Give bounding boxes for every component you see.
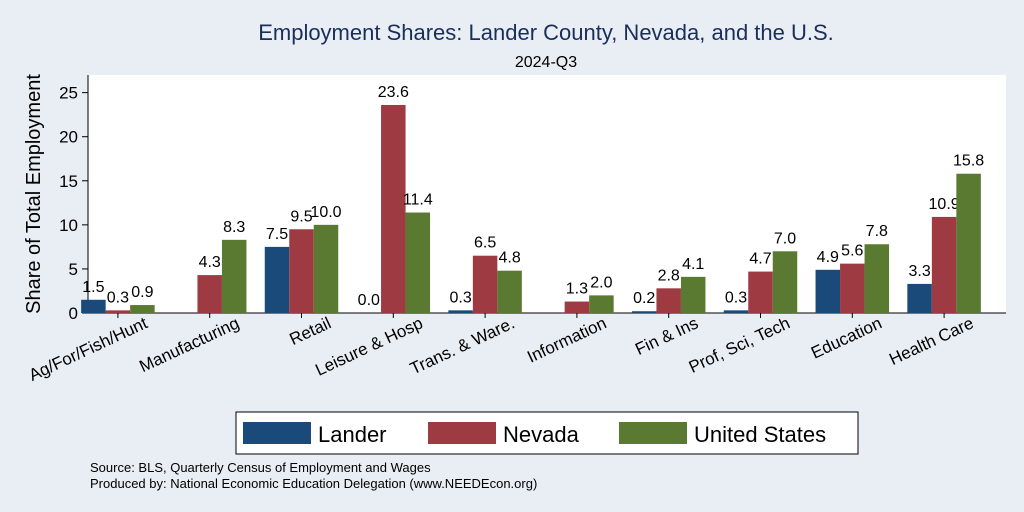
legend-box bbox=[235, 411, 859, 455]
bar-lander bbox=[815, 269, 841, 313]
source-note: Source: BLS, Quarterly Census of Employm… bbox=[90, 460, 431, 475]
bar-nevada bbox=[381, 104, 406, 313]
bar-lander bbox=[907, 283, 932, 313]
legend: Lander Nevada United States bbox=[235, 411, 859, 455]
legend-swatch-nevada bbox=[428, 422, 496, 444]
data-label: 4.7 bbox=[749, 251, 771, 268]
bar-united-states bbox=[221, 239, 247, 313]
bar-united-states bbox=[772, 251, 798, 313]
data-label: 0.2 bbox=[633, 290, 655, 307]
legend-swatch-united-states bbox=[619, 422, 687, 444]
data-label: 0.3 bbox=[725, 289, 747, 306]
data-label: 7.0 bbox=[774, 230, 796, 247]
data-label: 1.3 bbox=[566, 281, 588, 298]
chart-subtitle: 2024-Q3 bbox=[515, 54, 577, 71]
bar-nevada bbox=[656, 288, 681, 313]
data-label: 2.8 bbox=[658, 267, 680, 284]
bar-nevada bbox=[931, 216, 957, 313]
chart-title: Employment Shares: Lander County, Nevada… bbox=[258, 20, 834, 45]
data-label: 11.4 bbox=[403, 192, 433, 209]
data-label: 8.3 bbox=[223, 219, 245, 236]
data-label: 2.0 bbox=[590, 274, 612, 291]
bar-lander bbox=[723, 310, 749, 313]
data-label: 10.9 bbox=[929, 196, 960, 213]
data-label: 6.5 bbox=[474, 235, 496, 252]
bar-united-states bbox=[680, 276, 706, 313]
bar-united-states bbox=[130, 305, 155, 313]
y-tick-label: 25 bbox=[59, 84, 78, 103]
bar-nevada bbox=[289, 229, 314, 313]
data-label: 4.8 bbox=[498, 250, 520, 267]
legend-swatch-lander bbox=[243, 422, 311, 444]
legend-label: Lander bbox=[318, 422, 387, 447]
bar-lander bbox=[81, 299, 106, 313]
y-axis-label: Share of Total Employment bbox=[23, 74, 45, 314]
data-label: 0.3 bbox=[107, 289, 129, 306]
data-label: 9.5 bbox=[290, 208, 312, 225]
bar-lander bbox=[264, 246, 290, 313]
data-label: 7.8 bbox=[866, 223, 888, 240]
y-tick-label: 0 bbox=[69, 304, 78, 323]
data-label: 7.5 bbox=[266, 226, 288, 243]
data-label: 5.6 bbox=[841, 243, 863, 260]
bar-united-states bbox=[313, 224, 339, 313]
data-label: 4.9 bbox=[817, 249, 839, 266]
bar-nevada bbox=[105, 310, 131, 313]
bar-nevada bbox=[564, 301, 590, 313]
producer-note: Produced by: National Economic Education… bbox=[90, 476, 537, 491]
bar-lander bbox=[631, 311, 657, 313]
y-tick-label: 20 bbox=[59, 128, 78, 147]
data-label: 0.3 bbox=[449, 289, 471, 306]
bar-united-states bbox=[956, 173, 981, 313]
bar-united-states bbox=[864, 244, 890, 313]
bar-united-states bbox=[497, 270, 522, 313]
y-tick-label: 5 bbox=[69, 260, 78, 279]
bar-united-states bbox=[405, 212, 431, 313]
data-label: 3.3 bbox=[908, 263, 930, 280]
bar-lander bbox=[448, 310, 473, 313]
data-label: 1.5 bbox=[82, 279, 104, 296]
data-label: 15.8 bbox=[953, 153, 984, 170]
bar-nevada bbox=[748, 271, 773, 313]
data-label: 4.3 bbox=[199, 254, 221, 271]
legend-label: Nevada bbox=[503, 422, 580, 447]
data-label: 0.9 bbox=[131, 284, 153, 301]
y-tick-label: 10 bbox=[59, 216, 78, 235]
bar-united-states bbox=[589, 295, 614, 313]
bar-nevada bbox=[472, 255, 498, 313]
data-label: 0.0 bbox=[358, 292, 380, 309]
data-label: 23.6 bbox=[378, 84, 409, 101]
data-label: 4.1 bbox=[682, 256, 704, 273]
bar-nevada bbox=[840, 263, 865, 313]
data-label: 10.0 bbox=[310, 204, 341, 221]
y-tick-label: 15 bbox=[59, 172, 78, 191]
legend-label: United States bbox=[694, 422, 826, 447]
bar-nevada bbox=[197, 275, 222, 313]
